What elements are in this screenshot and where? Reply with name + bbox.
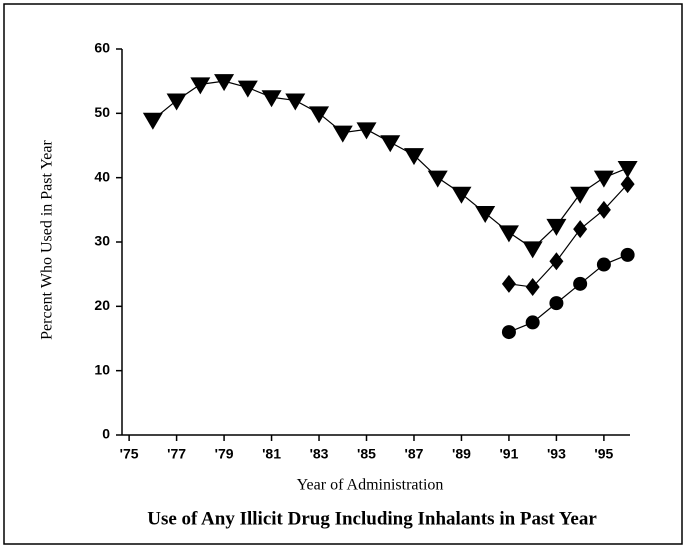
marker <box>501 325 516 340</box>
marker <box>332 125 353 143</box>
marker <box>596 257 611 272</box>
marker <box>501 274 516 293</box>
marker <box>142 112 163 130</box>
marker <box>522 241 543 259</box>
y-tick-label: 20 <box>94 297 110 313</box>
x-tick-label: '83 <box>310 446 329 462</box>
x-tick-label: '79 <box>215 446 234 462</box>
marker <box>617 161 638 179</box>
marker <box>549 252 564 271</box>
y-tick-label: 30 <box>94 233 110 249</box>
marker <box>190 77 211 95</box>
marker <box>427 170 448 188</box>
x-tick-label: '81 <box>262 446 281 462</box>
marker <box>403 148 424 166</box>
x-tick-label: '89 <box>452 446 471 462</box>
y-axis-label: Percent Who Used in Past Year <box>39 139 56 339</box>
marker <box>525 315 540 330</box>
x-tick-label: '91 <box>499 446 518 462</box>
marker <box>380 135 401 153</box>
x-tick-label: '87 <box>405 446 424 462</box>
y-tick-label: 50 <box>94 104 110 120</box>
x-axis-label: Year of Administration <box>297 477 444 494</box>
marker <box>570 186 591 204</box>
series-line <box>508 183 629 288</box>
x-tick-label: '95 <box>594 446 613 462</box>
marker <box>525 278 540 297</box>
marker <box>498 225 519 243</box>
marker <box>285 93 306 111</box>
y-tick-label: 0 <box>102 426 110 442</box>
marker <box>214 74 235 92</box>
chart-title: Use of Any Illicit Drug Including Inhala… <box>147 508 597 529</box>
frame <box>3 3 683 545</box>
marker <box>309 106 330 124</box>
marker <box>573 276 588 291</box>
marker <box>475 206 496 224</box>
marker <box>620 247 635 262</box>
marker <box>573 220 588 239</box>
marker <box>356 122 377 140</box>
marker <box>549 296 564 311</box>
x-tick-label: '93 <box>547 446 566 462</box>
marker <box>261 90 282 108</box>
y-tick-label: 40 <box>94 168 110 184</box>
x-tick-label: '85 <box>357 446 376 462</box>
x-tick-label: '77 <box>167 446 186 462</box>
marker <box>166 93 187 111</box>
y-tick-label: 60 <box>94 40 110 56</box>
x-tick-label: '75 <box>120 446 139 462</box>
marker <box>596 200 611 219</box>
marker <box>451 186 472 204</box>
marker <box>593 170 614 188</box>
marker <box>546 218 567 236</box>
marker <box>620 175 635 194</box>
y-tick-label: 10 <box>94 361 110 377</box>
marker <box>237 80 258 98</box>
